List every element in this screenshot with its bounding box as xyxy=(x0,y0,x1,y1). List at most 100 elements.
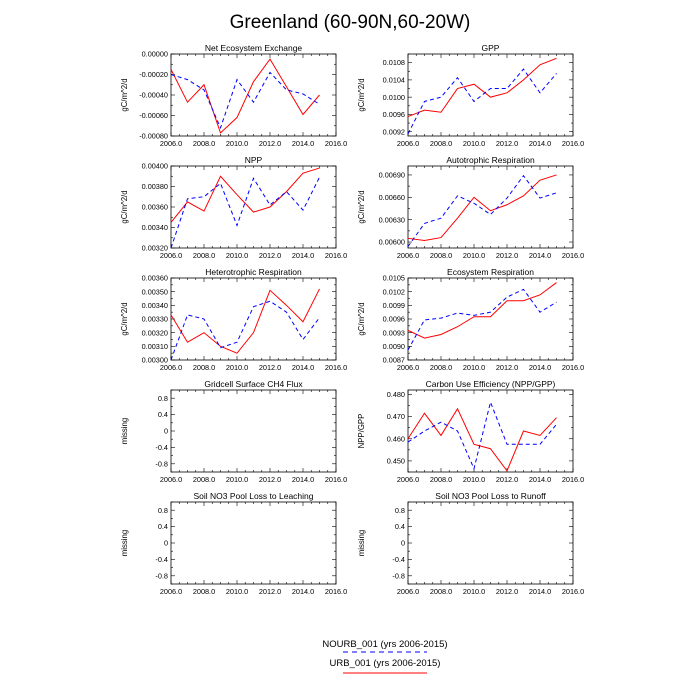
y-tick-label: 0.00330 xyxy=(142,315,168,324)
panel-title: Net Ecosystem Exchange xyxy=(205,43,303,53)
y-axis-label: gC/m^2/d xyxy=(357,190,366,223)
x-tick-label: 2008.0 xyxy=(193,475,215,484)
y-tick-label: 0.00630 xyxy=(379,215,405,224)
x-tick-label: 2006.0 xyxy=(397,139,419,148)
x-tick-label: 2012.0 xyxy=(259,587,281,596)
y-tick-label: 0.00320 xyxy=(142,328,168,337)
panel-autotrophic-respiration: Autotrophic Respiration gC/m^2/d 2006.0 200… xyxy=(357,155,584,260)
panel-soil-no3-pool-loss-to-runoff: Soil NO3 Pool Loss to Runoff missing 2006.… xyxy=(357,491,584,596)
y-tick-label: 0.00340 xyxy=(142,301,168,310)
x-tick-label: 2006.0 xyxy=(397,363,419,372)
x-tick-label: 2014.0 xyxy=(529,363,551,372)
series-line-nourb-001 xyxy=(170,177,320,249)
x-tick-label: 2014.0 xyxy=(292,363,314,372)
x-tick-label: 2016.0 xyxy=(562,251,584,260)
y-tick-label: 0.0100 xyxy=(383,93,405,102)
panel-title: Autotrophic Respiration xyxy=(446,155,535,165)
y-tick-label: 0.0092 xyxy=(383,127,405,136)
x-tick-label: 2008.0 xyxy=(193,363,215,372)
y-tick-label: 0.0090 xyxy=(383,342,405,351)
y-tick-label: 0.00380 xyxy=(142,182,168,191)
y-tick-label: 0.00690 xyxy=(379,171,405,180)
panel-title: Carbon Use Efficiency (NPP/GPP) xyxy=(426,379,556,389)
panel-title: Gridcell Surface CH4 Flux xyxy=(204,379,303,389)
y-tick-label: 0.00340 xyxy=(142,223,168,232)
plot-frame xyxy=(170,501,337,585)
y-tick-label: 0.0104 xyxy=(383,75,405,84)
panel-gridcell-surface-ch4-flux: Gridcell Surface CH4 Flux missing 2006.0 20… xyxy=(120,379,347,484)
x-tick-label: 2010.0 xyxy=(463,251,485,260)
y-tick-label: 0.0096 xyxy=(383,110,405,119)
x-tick-label: 2016.0 xyxy=(562,475,584,484)
plot-frame xyxy=(407,53,574,137)
y-tick-label: 0.4 xyxy=(158,522,168,531)
x-tick-label: 2016.0 xyxy=(325,587,347,596)
plot-frame xyxy=(407,165,574,249)
x-tick-label: 2012.0 xyxy=(259,363,281,372)
y-tick-label: 0.450 xyxy=(387,457,405,466)
series-line-urb-001 xyxy=(170,288,320,354)
y-tick-label: 0.00600 xyxy=(379,238,405,247)
series-line-urb-001 xyxy=(407,174,557,242)
y-tick-label: 0.00660 xyxy=(379,193,405,202)
x-tick-label: 2014.0 xyxy=(292,587,314,596)
panel-title: GPP xyxy=(482,43,500,53)
x-tick-label: 2006.0 xyxy=(160,475,182,484)
y-tick-label: -0.00060 xyxy=(139,111,168,120)
x-tick-label: 2014.0 xyxy=(529,139,551,148)
y-tick-label: 0.0108 xyxy=(383,58,405,67)
series-line-nourb-001 xyxy=(407,174,557,247)
y-tick-label: 0.00310 xyxy=(142,342,168,351)
y-axis-label: gC/m^2/d xyxy=(357,302,366,335)
x-tick-label: 2016.0 xyxy=(325,139,347,148)
y-tick-label: -0.8 xyxy=(155,571,168,580)
y-tick-label: 0.00360 xyxy=(142,274,168,283)
x-tick-label: 2006.0 xyxy=(160,251,182,260)
panel-title: Soil NO3 Pool Loss to Runoff xyxy=(435,491,546,501)
plot-frame xyxy=(170,277,337,361)
series-line-nourb-001 xyxy=(170,300,320,361)
y-axis-label: NPP/GPP xyxy=(357,414,366,449)
series-line-urb-001 xyxy=(407,57,557,118)
x-tick-label: 2016.0 xyxy=(562,139,584,148)
plot-frame xyxy=(407,389,574,473)
y-tick-label: 0.00300 xyxy=(142,356,168,365)
x-tick-label: 2012.0 xyxy=(259,139,281,148)
x-tick-label: 2006.0 xyxy=(397,251,419,260)
x-tick-label: 2008.0 xyxy=(430,475,452,484)
y-tick-label: 0.460 xyxy=(387,434,405,443)
y-tick-label: 0.0105 xyxy=(383,274,405,283)
panel-title: Heterotrophic Respiration xyxy=(205,267,302,277)
panels: Net Ecosystem Exchange gC/m^2/d 2006.0 2008… xyxy=(120,43,584,596)
x-tick-label: 2008.0 xyxy=(430,587,452,596)
y-tick-label: 0.00320 xyxy=(142,244,168,253)
plot-frame xyxy=(407,501,574,585)
x-tick-label: 2008.0 xyxy=(193,139,215,148)
panel-carbon-use-efficiency-npp-gpp: Carbon Use Efficiency (NPP/GPP) NPP/GPP 20… xyxy=(357,379,584,484)
x-tick-label: 2010.0 xyxy=(226,587,248,596)
x-tick-label: 2016.0 xyxy=(325,363,347,372)
x-tick-label: 2010.0 xyxy=(226,139,248,148)
x-tick-label: 2008.0 xyxy=(193,587,215,596)
x-tick-label: 2010.0 xyxy=(463,139,485,148)
panel-title: NPP xyxy=(245,155,263,165)
x-tick-label: 2010.0 xyxy=(226,251,248,260)
y-axis-label: missing xyxy=(120,418,129,444)
y-tick-label: 0 xyxy=(401,539,405,548)
panel-npp: NPP gC/m^2/d 2006.0 2008.0 2010.0 2012.0 2014.… xyxy=(120,155,347,260)
y-tick-label: 0.4 xyxy=(395,522,405,531)
x-tick-label: 2014.0 xyxy=(292,251,314,260)
y-tick-label: 0.8 xyxy=(158,394,168,403)
series-line-nourb-001 xyxy=(407,68,557,135)
x-tick-label: 2014.0 xyxy=(529,475,551,484)
x-tick-label: 2008.0 xyxy=(193,251,215,260)
x-tick-label: 2008.0 xyxy=(430,251,452,260)
legend-label-urb: URB_001 (yrs 2006-2015) xyxy=(330,658,441,669)
x-tick-label: 2012.0 xyxy=(259,475,281,484)
panel-heterotrophic-respiration: Heterotrophic Respiration gC/m^2/d 2006.0 2… xyxy=(120,267,347,372)
panel-title: Soil NO3 Pool Loss to Leaching xyxy=(193,491,313,501)
y-tick-label: -0.4 xyxy=(155,555,168,564)
x-tick-label: 2008.0 xyxy=(430,139,452,148)
series-line-nourb-001 xyxy=(407,400,557,471)
